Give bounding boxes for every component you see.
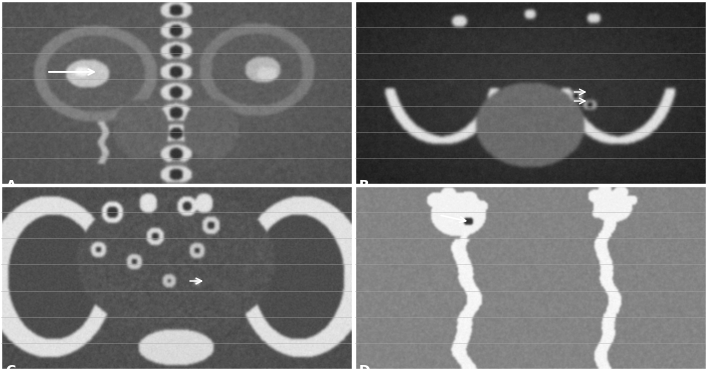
Text: B: B: [359, 179, 370, 193]
Text: C: C: [6, 364, 16, 370]
Text: A: A: [6, 179, 16, 193]
Text: D: D: [359, 364, 370, 370]
